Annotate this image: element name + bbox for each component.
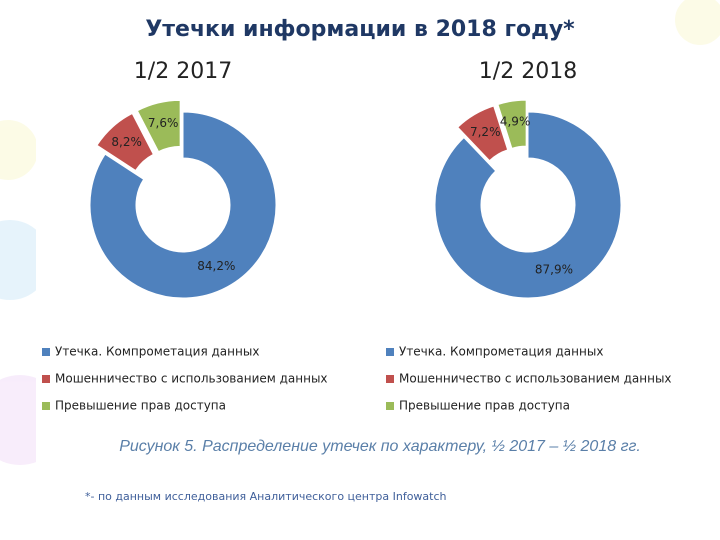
legend-label: Утечка. Компрометация данных xyxy=(55,345,259,359)
legend-swatch xyxy=(42,348,50,356)
slide-title: Утечки информации в 2018 году* xyxy=(145,17,575,42)
donut-slice xyxy=(434,111,622,299)
value-label: 7,6% xyxy=(148,116,179,130)
value-label: 87,9% xyxy=(535,263,573,277)
value-label: 4,9% xyxy=(500,114,531,128)
value-label: 8,2% xyxy=(111,135,142,149)
caption: Рисунок 5. Распределение утечек по харак… xyxy=(119,438,641,455)
legend-label: Мошенничество с использованием данных xyxy=(399,372,672,386)
donut-slice xyxy=(457,105,509,162)
chart-title: 1/2 2018 xyxy=(479,59,577,84)
value-label: 7,2% xyxy=(470,125,501,139)
legend-swatch xyxy=(386,402,394,410)
donut-slice xyxy=(96,112,155,172)
legend-label: Превышение прав доступа xyxy=(55,399,226,413)
chart-title: 1/2 2017 xyxy=(134,59,232,84)
legend-swatch xyxy=(386,375,394,383)
donut-slice xyxy=(136,99,181,153)
donut-slice xyxy=(89,111,277,299)
legend-swatch xyxy=(386,348,394,356)
legend-swatch xyxy=(42,375,50,383)
value-label: 84,2% xyxy=(197,259,235,273)
footnote: *- по данным исследования Аналитического… xyxy=(85,490,447,503)
legend-label: Превышение прав доступа xyxy=(399,399,570,413)
legend-label: Утечка. Компрометация данных xyxy=(399,345,603,359)
legend-label: Мошенничество с использованием данных xyxy=(55,372,328,386)
donut-slice xyxy=(497,99,527,149)
legend-swatch xyxy=(42,402,50,410)
